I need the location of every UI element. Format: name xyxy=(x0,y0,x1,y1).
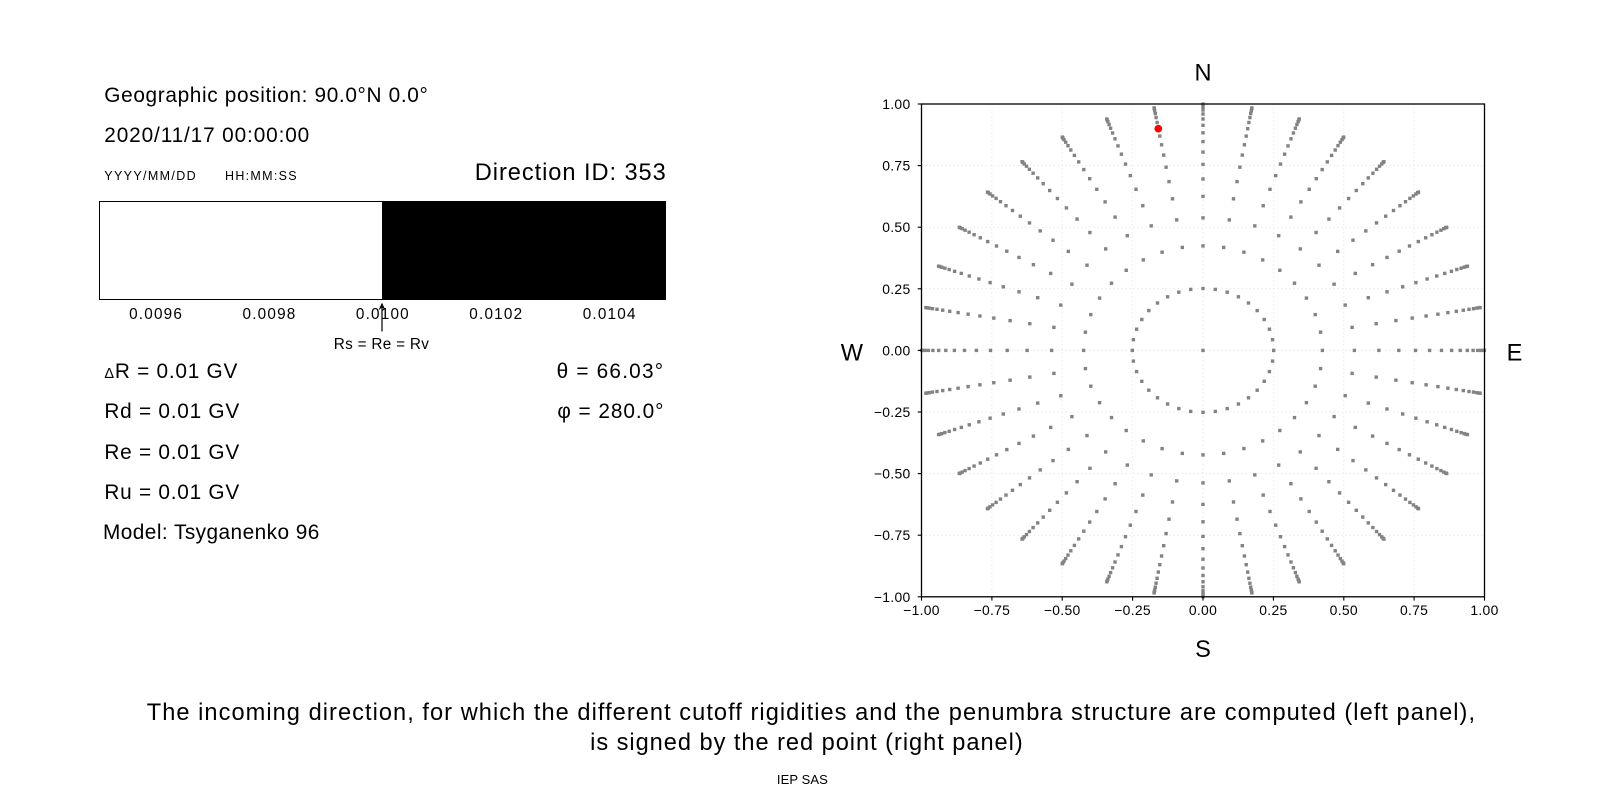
svg-text:0.75: 0.75 xyxy=(1400,602,1428,618)
svg-text:−0.75: −0.75 xyxy=(974,602,1011,618)
svg-text:W: W xyxy=(841,340,864,366)
svg-text:1.00: 1.00 xyxy=(882,96,910,112)
svg-text:0.50: 0.50 xyxy=(882,219,910,235)
svg-text:N: N xyxy=(1194,61,1211,87)
svg-text:−1.00: −1.00 xyxy=(874,589,911,605)
svg-text:0.00: 0.00 xyxy=(1189,602,1217,618)
svg-text:E: E xyxy=(1507,340,1523,366)
svg-text:−0.50: −0.50 xyxy=(874,466,911,482)
svg-text:0.75: 0.75 xyxy=(882,158,910,174)
svg-text:S: S xyxy=(1195,637,1211,663)
svg-text:−0.75: −0.75 xyxy=(874,527,911,543)
svg-text:−1.00: −1.00 xyxy=(903,602,940,618)
svg-text:0.00: 0.00 xyxy=(882,342,910,358)
svg-text:1.00: 1.00 xyxy=(1470,602,1498,618)
svg-text:−0.25: −0.25 xyxy=(1114,602,1151,618)
svg-text:0.25: 0.25 xyxy=(882,281,910,297)
svg-text:0.25: 0.25 xyxy=(1259,602,1287,618)
svg-text:−0.25: −0.25 xyxy=(874,404,911,420)
svg-text:−0.50: −0.50 xyxy=(1044,602,1081,618)
svg-text:0.50: 0.50 xyxy=(1330,602,1358,618)
